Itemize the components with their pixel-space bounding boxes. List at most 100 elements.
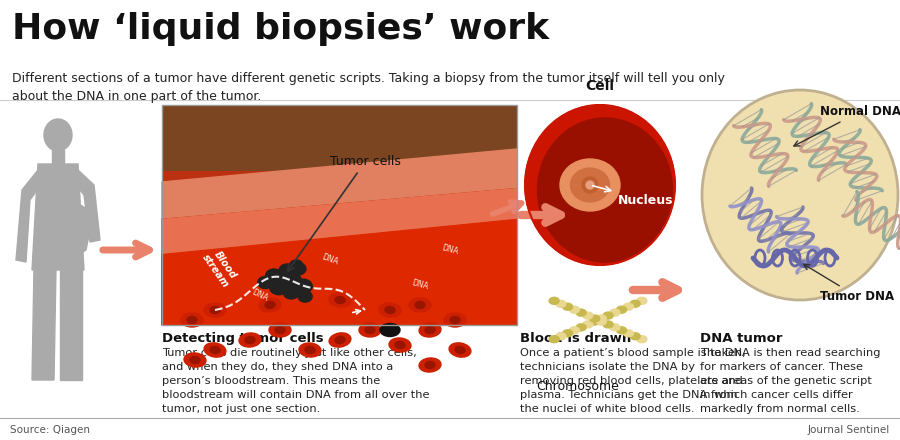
Ellipse shape bbox=[571, 168, 609, 202]
Ellipse shape bbox=[329, 293, 351, 307]
Ellipse shape bbox=[616, 306, 626, 313]
Ellipse shape bbox=[562, 330, 572, 337]
Text: The DNA is then read searching
for markers of cancer. These
are areas of the gen: The DNA is then read searching for marke… bbox=[700, 348, 880, 414]
Ellipse shape bbox=[624, 330, 634, 337]
Ellipse shape bbox=[560, 159, 620, 211]
Ellipse shape bbox=[425, 326, 435, 334]
Ellipse shape bbox=[204, 343, 226, 357]
Ellipse shape bbox=[395, 341, 405, 348]
Polygon shape bbox=[16, 170, 46, 262]
Text: DNA: DNA bbox=[250, 287, 269, 303]
Ellipse shape bbox=[299, 343, 321, 357]
Ellipse shape bbox=[279, 264, 295, 277]
Ellipse shape bbox=[329, 333, 351, 347]
Ellipse shape bbox=[245, 337, 255, 344]
Text: Once a patient’s blood sample is taken,
technicians isolate the DNA by
removing : Once a patient’s blood sample is taken, … bbox=[520, 348, 746, 414]
Ellipse shape bbox=[257, 276, 273, 289]
Polygon shape bbox=[70, 170, 100, 242]
Ellipse shape bbox=[597, 315, 607, 322]
FancyBboxPatch shape bbox=[162, 105, 517, 215]
Ellipse shape bbox=[610, 309, 620, 316]
Bar bbox=[52, 150, 64, 164]
Polygon shape bbox=[162, 189, 517, 255]
Ellipse shape bbox=[184, 353, 206, 367]
Ellipse shape bbox=[210, 307, 220, 313]
Ellipse shape bbox=[365, 326, 375, 334]
Ellipse shape bbox=[616, 327, 626, 334]
Ellipse shape bbox=[525, 105, 675, 265]
Ellipse shape bbox=[190, 356, 200, 363]
FancyBboxPatch shape bbox=[162, 171, 517, 325]
Ellipse shape bbox=[549, 336, 559, 343]
Ellipse shape bbox=[583, 321, 593, 328]
Ellipse shape bbox=[335, 297, 345, 304]
Ellipse shape bbox=[624, 303, 634, 310]
Ellipse shape bbox=[389, 338, 411, 352]
Ellipse shape bbox=[275, 326, 285, 334]
Ellipse shape bbox=[419, 323, 441, 337]
Ellipse shape bbox=[576, 309, 586, 316]
Ellipse shape bbox=[630, 333, 640, 340]
Ellipse shape bbox=[570, 306, 580, 313]
Ellipse shape bbox=[294, 279, 312, 293]
Ellipse shape bbox=[290, 260, 302, 271]
Text: Cell: Cell bbox=[586, 79, 615, 93]
Ellipse shape bbox=[204, 303, 226, 317]
Ellipse shape bbox=[450, 316, 460, 323]
Ellipse shape bbox=[419, 358, 441, 372]
Ellipse shape bbox=[210, 346, 220, 354]
Circle shape bbox=[586, 181, 594, 189]
Text: Detecting tumor cells: Detecting tumor cells bbox=[162, 332, 324, 345]
Ellipse shape bbox=[597, 318, 607, 325]
Ellipse shape bbox=[562, 303, 572, 310]
Ellipse shape bbox=[335, 337, 345, 344]
Ellipse shape bbox=[415, 301, 425, 308]
Ellipse shape bbox=[379, 303, 401, 317]
Ellipse shape bbox=[630, 300, 640, 307]
Ellipse shape bbox=[583, 312, 593, 319]
Ellipse shape bbox=[269, 279, 288, 295]
Ellipse shape bbox=[444, 313, 466, 327]
Ellipse shape bbox=[590, 315, 599, 322]
Ellipse shape bbox=[266, 269, 283, 282]
Circle shape bbox=[582, 177, 598, 193]
Polygon shape bbox=[60, 268, 82, 380]
Text: Journal Sentinel: Journal Sentinel bbox=[808, 425, 890, 435]
Ellipse shape bbox=[380, 323, 400, 337]
Ellipse shape bbox=[181, 313, 203, 327]
Text: DNA: DNA bbox=[410, 279, 429, 292]
Ellipse shape bbox=[637, 336, 647, 343]
Ellipse shape bbox=[279, 271, 301, 289]
Text: DNA tumor: DNA tumor bbox=[700, 332, 782, 345]
Ellipse shape bbox=[556, 300, 566, 307]
Polygon shape bbox=[32, 268, 56, 380]
Ellipse shape bbox=[305, 346, 315, 353]
Ellipse shape bbox=[570, 327, 580, 334]
Ellipse shape bbox=[576, 324, 586, 331]
Ellipse shape bbox=[610, 324, 620, 331]
Ellipse shape bbox=[259, 298, 281, 312]
Ellipse shape bbox=[44, 119, 72, 151]
Ellipse shape bbox=[637, 297, 647, 304]
Text: Blood
stream: Blood stream bbox=[200, 246, 240, 290]
Ellipse shape bbox=[455, 346, 465, 354]
Ellipse shape bbox=[291, 263, 306, 275]
Text: How ‘liquid biopsies’ work: How ‘liquid biopsies’ work bbox=[12, 12, 549, 46]
Polygon shape bbox=[162, 149, 517, 220]
Text: Chromosome: Chromosome bbox=[536, 380, 619, 393]
Ellipse shape bbox=[537, 118, 672, 262]
Text: DNA: DNA bbox=[441, 243, 459, 257]
Ellipse shape bbox=[590, 318, 599, 325]
Text: Tumor cells die routinely just like other cells,
and when they do, they shed DNA: Tumor cells die routinely just like othe… bbox=[162, 348, 429, 414]
Polygon shape bbox=[73, 200, 90, 255]
Ellipse shape bbox=[187, 316, 197, 323]
Text: Blood is drawn: Blood is drawn bbox=[520, 332, 631, 345]
Text: Different sections of a tumor have different genetic scripts. Taking a biopsy fr: Different sections of a tumor have diffe… bbox=[12, 72, 725, 103]
Ellipse shape bbox=[603, 312, 613, 319]
Ellipse shape bbox=[449, 343, 471, 357]
Text: Source: Qiagen: Source: Qiagen bbox=[10, 425, 90, 435]
Polygon shape bbox=[162, 189, 517, 325]
Ellipse shape bbox=[239, 333, 261, 347]
Ellipse shape bbox=[556, 333, 566, 340]
Text: Normal DNA: Normal DNA bbox=[794, 105, 900, 146]
